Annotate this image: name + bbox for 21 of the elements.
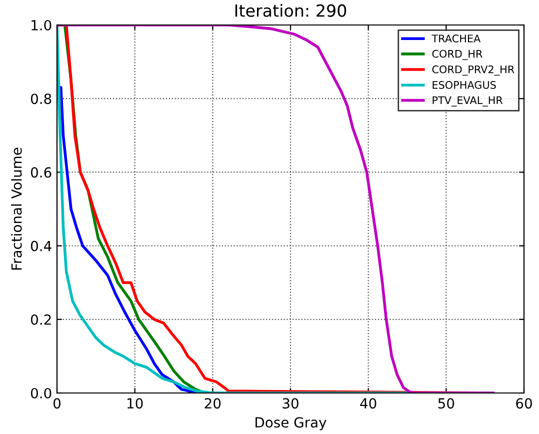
legend-label: TRACHEA bbox=[432, 34, 481, 42]
x-tick-label: 60 bbox=[516, 398, 532, 409]
x-tick-label: 0 bbox=[53, 398, 60, 409]
y-tick-label: 0.2 bbox=[30, 314, 51, 325]
x-tick-label: 20 bbox=[204, 398, 221, 409]
x-axis-title: Dose Gray bbox=[256, 417, 326, 430]
legend-label: PTV_EVAL_HR bbox=[432, 96, 503, 106]
y-axis-title: Fractional Volume bbox=[11, 148, 22, 270]
y-tick-label: 0.4 bbox=[30, 240, 52, 252]
x-tick-label: 40 bbox=[360, 398, 376, 409]
chart-title: Iteration: 290 bbox=[235, 4, 346, 17]
x-tick-label: 30 bbox=[282, 398, 298, 409]
legend-label: ESOPHAGUS bbox=[432, 81, 496, 89]
x-tick-label: 50 bbox=[438, 398, 454, 409]
y-tick-label: 0.8 bbox=[30, 94, 52, 104]
y-tick-label: 1.0 bbox=[32, 20, 52, 30]
y-tick-label: 0.6 bbox=[30, 167, 52, 178]
legend-label: CORD_HR bbox=[432, 50, 482, 60]
x-tick-label: 10 bbox=[128, 398, 143, 409]
legend-label: CORD_PRV2_HR bbox=[432, 65, 514, 76]
y-tick-label: 0.0 bbox=[30, 388, 52, 398]
